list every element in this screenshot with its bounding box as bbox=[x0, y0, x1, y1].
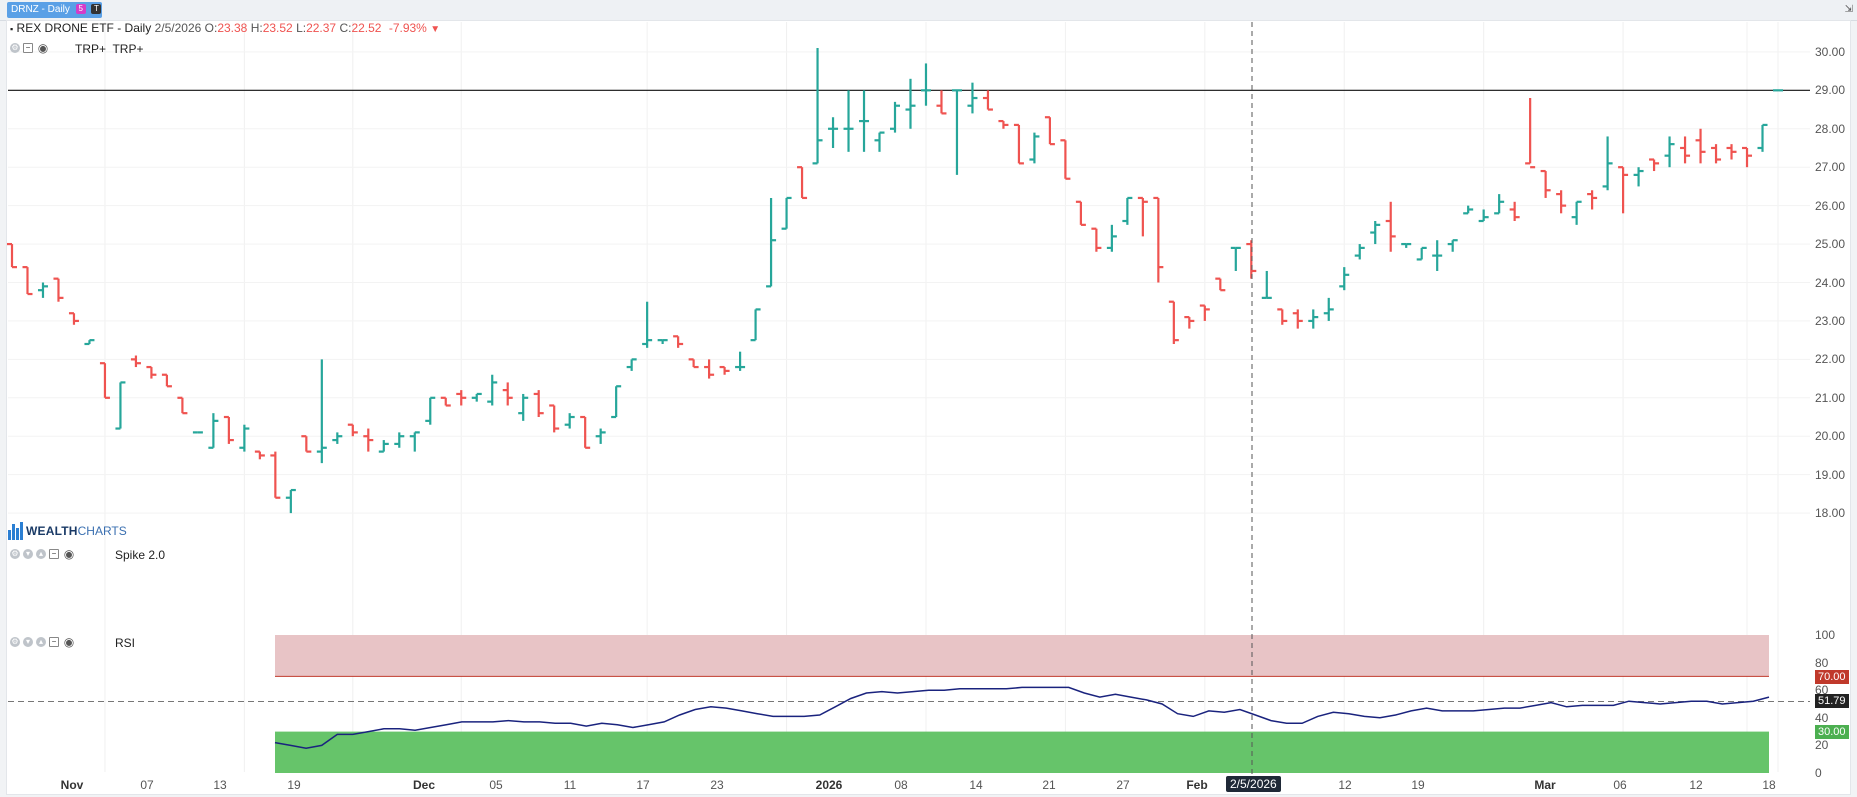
crosshair-date-label: 2/5/2026 bbox=[1226, 776, 1281, 792]
logo-text-1: WEALTH bbox=[26, 524, 78, 538]
open-value: 23.38 bbox=[217, 21, 248, 35]
rsi-tick-label: 60 bbox=[1815, 683, 1829, 698]
rsi-settings-icon[interactable]: ⚙ bbox=[10, 637, 20, 647]
time-tick-label: Nov bbox=[60, 778, 84, 792]
rsi-overbought-tag: 70.00 bbox=[1815, 670, 1849, 684]
price-tick-label: 27.00 bbox=[1815, 160, 1846, 175]
chart-tab-label: DRNZ - Daily bbox=[11, 4, 70, 15]
overlay-name-2: TRP+ bbox=[112, 42, 144, 56]
overlay-label: TRP+ TRP+ bbox=[75, 42, 143, 56]
rsi-down-icon[interactable]: ▾ bbox=[23, 637, 33, 647]
price-tick-label: 29.00 bbox=[1815, 83, 1846, 98]
spike-eye-icon[interactable]: ◉ bbox=[63, 547, 75, 561]
collapse-icon[interactable]: − bbox=[23, 43, 33, 53]
rsi-up-icon[interactable]: ▴ bbox=[36, 637, 46, 647]
close-value: 22.52 bbox=[351, 21, 382, 35]
time-tick-label: 12 bbox=[1689, 778, 1703, 792]
time-tick-label: 27 bbox=[1116, 778, 1130, 792]
menu-icon[interactable]: ▪ bbox=[10, 24, 14, 34]
logo-bars-icon bbox=[8, 522, 23, 540]
rsi-tick-label: 40 bbox=[1815, 710, 1829, 725]
time-tick-label: 18 bbox=[1762, 778, 1776, 792]
spike-controls: ⚙ ▾ ▴ − ◉ bbox=[10, 547, 76, 561]
spike-down-icon[interactable]: ▾ bbox=[23, 549, 33, 559]
spike-collapse-icon[interactable]: − bbox=[49, 549, 59, 559]
symbol-name: REX DRONE ETF - Daily bbox=[16, 21, 152, 35]
price-tick-label: 24.00 bbox=[1815, 275, 1846, 290]
high-label: H: bbox=[250, 21, 263, 35]
close-label: C: bbox=[339, 21, 352, 35]
time-tick-label: 23 bbox=[710, 778, 724, 792]
open-label: O: bbox=[204, 21, 218, 35]
rsi-label: RSI bbox=[115, 636, 136, 650]
rsi-controls: ⚙ ▾ ▴ − ◉ bbox=[10, 635, 76, 649]
high-value: 23.52 bbox=[262, 21, 293, 35]
price-tick-label: 19.00 bbox=[1815, 467, 1846, 482]
overlay-controls: ⚙ − ◉ bbox=[10, 41, 50, 55]
rsi-oversold-zone bbox=[275, 731, 1769, 773]
expand-icon[interactable]: ⇲ bbox=[1844, 4, 1853, 15]
time-tick-label: 12 bbox=[1338, 778, 1352, 792]
time-tick-label: Feb bbox=[1186, 778, 1208, 792]
price-tick-label: 18.00 bbox=[1815, 506, 1846, 521]
price-tick-label: 23.00 bbox=[1815, 313, 1846, 328]
overlay-name-1: TRP+ bbox=[75, 42, 107, 56]
spike-up-icon[interactable]: ▴ bbox=[36, 549, 46, 559]
price-tick-label: 25.00 bbox=[1815, 237, 1846, 252]
settings-icon[interactable]: ⚙ bbox=[10, 43, 20, 53]
rsi-collapse-icon[interactable]: − bbox=[49, 637, 59, 647]
rsi-tick-label: 0 bbox=[1815, 766, 1822, 780]
price-tick-label: 26.00 bbox=[1815, 198, 1846, 213]
price-tick-label: 21.00 bbox=[1815, 390, 1846, 405]
rsi-current-tag: 51.79 bbox=[1815, 694, 1849, 708]
low-label: L: bbox=[296, 21, 307, 35]
tab-badge-t[interactable]: T bbox=[91, 4, 102, 15]
rsi-tick-label: 100 bbox=[1815, 628, 1836, 642]
rsi-line bbox=[274, 686, 1770, 749]
time-tick-label: 08 bbox=[894, 778, 908, 792]
rsi-tick-label: 80 bbox=[1815, 655, 1829, 670]
price-tick-label: 22.00 bbox=[1815, 352, 1846, 367]
time-tick-label: 11 bbox=[563, 778, 577, 792]
rsi-tick-label: 20 bbox=[1815, 738, 1829, 753]
time-tick-label: 2026 bbox=[815, 778, 843, 792]
spike-label: Spike 2.0 bbox=[115, 548, 166, 562]
rsi-overbought-zone bbox=[275, 635, 1769, 677]
time-tick-label: 19 bbox=[1411, 778, 1425, 792]
down-arrow-icon: ▼ bbox=[430, 24, 441, 35]
time-tick-label: 05 bbox=[489, 778, 503, 792]
time-tick-label: 14 bbox=[969, 778, 983, 792]
price-tick-label: 20.00 bbox=[1815, 429, 1846, 444]
low-value: 22.37 bbox=[306, 21, 337, 35]
wealthcharts-logo: WEALTHCHARTS bbox=[8, 522, 127, 540]
price-tick-label: 30.00 bbox=[1815, 44, 1846, 59]
time-tick-label: 06 bbox=[1613, 778, 1627, 792]
rsi-eye-icon[interactable]: ◉ bbox=[63, 635, 75, 649]
time-tick-label: 13 bbox=[213, 778, 227, 792]
chart-tab[interactable]: DRNZ - Daily 5 T bbox=[7, 2, 102, 18]
symbol-header: ▪ REX DRONE ETF - Daily 2/5/2026 O:23.38… bbox=[10, 21, 440, 35]
eye-icon[interactable]: ◉ bbox=[37, 41, 49, 55]
time-tick-label: 17 bbox=[636, 778, 650, 792]
change-value: -7.93% bbox=[388, 21, 427, 35]
time-tick-label: 07 bbox=[140, 778, 154, 792]
bar-date: 2/5/2026 bbox=[154, 21, 202, 35]
rsi-oversold-tag: 30.00 bbox=[1815, 725, 1849, 739]
time-tick-label: Dec bbox=[412, 778, 436, 792]
time-tick-label: 21 bbox=[1042, 778, 1056, 792]
time-tick-label: Mar bbox=[1534, 778, 1556, 792]
time-tick-label: 19 bbox=[287, 778, 301, 792]
tab-badge-5[interactable]: 5 bbox=[75, 4, 86, 15]
price-tick-label: 28.00 bbox=[1815, 121, 1846, 136]
logo-text-2: CHARTS bbox=[77, 524, 127, 538]
spike-settings-icon[interactable]: ⚙ bbox=[10, 549, 20, 559]
